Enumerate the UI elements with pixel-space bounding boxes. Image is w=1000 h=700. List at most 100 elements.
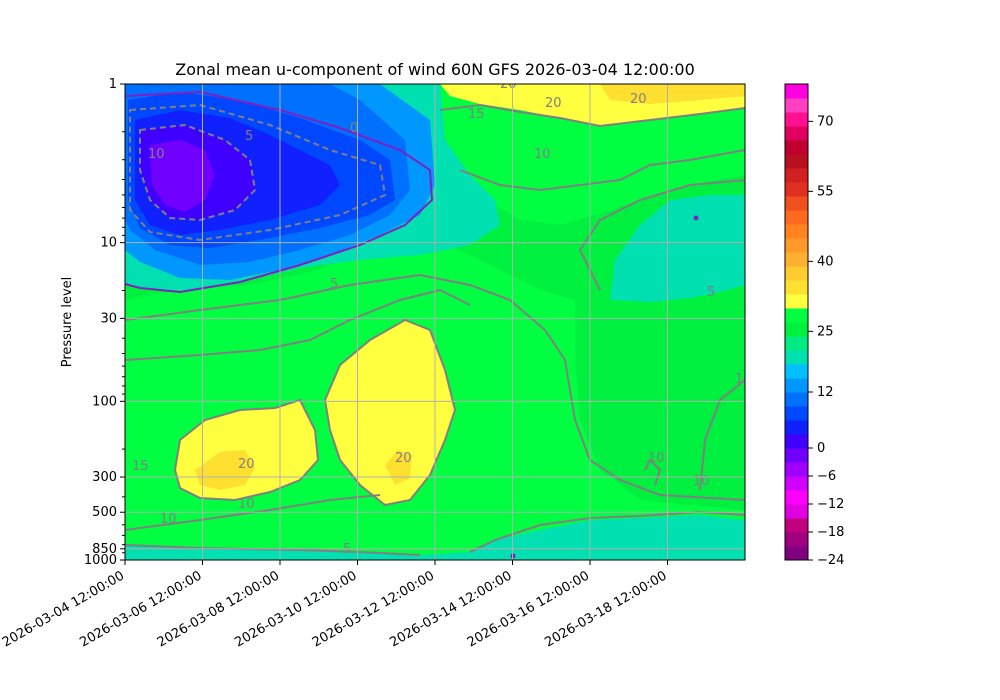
colorbar-swatch: [785, 112, 808, 127]
contour-label: 10: [238, 497, 255, 512]
colorbar-swatch: [785, 280, 808, 295]
region-orange-left: [195, 450, 255, 490]
contour-line: [459, 149, 745, 192]
colorbar-swatch: [785, 252, 808, 267]
colorbar-swatch: [785, 448, 808, 463]
contour-label: 10: [148, 147, 165, 162]
y-tick-label: 30: [100, 311, 117, 326]
y-tick-label: 10: [100, 236, 117, 251]
contour-lines: [125, 103, 745, 556]
y-tick-label: 500: [92, 505, 117, 520]
contour-label: 5: [343, 542, 351, 557]
colorbar-tick-label: 25: [817, 324, 834, 339]
y-tick-label: 1000: [84, 553, 117, 568]
chart-title: Zonal mean u-component of wind 60N GFS 2…: [175, 60, 695, 79]
colorbar-swatch: [785, 182, 808, 197]
colorbar-swatch: [785, 224, 808, 239]
colorbar-tick-label: 55: [817, 184, 834, 199]
contour-line: [439, 103, 745, 128]
contour-line: [125, 494, 381, 531]
region-neg-violet: [150, 140, 215, 212]
y-axis-label: Pressure level: [60, 277, 75, 368]
colorbar-swatch: [785, 364, 808, 379]
colorbar-swatch: [785, 210, 808, 225]
y-tick-label: 300: [92, 470, 117, 485]
contour-label: 10: [693, 474, 710, 489]
colorbar-swatch: [785, 238, 808, 253]
y-tick-label: 850: [92, 542, 117, 557]
colorbar-swatch: [785, 322, 808, 337]
colorbar-swatch: [785, 406, 808, 421]
colorbar-swatch: [785, 392, 808, 407]
contour-label: 10: [534, 147, 551, 162]
colorbar-swatch: [785, 196, 808, 211]
contour-line: [125, 288, 471, 361]
colorbar-swatch: [785, 518, 808, 533]
contour-line: [125, 544, 421, 556]
colorbar-swatch: [785, 336, 808, 351]
contour-label: 5: [330, 277, 338, 292]
contour-label: 5: [707, 285, 715, 300]
contour-label: 20: [500, 77, 517, 92]
contour-label: 20: [630, 92, 647, 107]
colorbar-tick-label: 12: [817, 385, 834, 400]
contour-label: 10: [160, 512, 177, 527]
x-tick-label: 2026-03-04 12:00:00: [0, 568, 127, 650]
contour-line: [578, 179, 745, 291]
grid-lines: [125, 84, 745, 560]
colorbar-tick-label: −24: [817, 553, 844, 568]
colorbar-swatch: [785, 504, 808, 519]
colorbar-tick-label: −18: [817, 525, 844, 540]
contour-label: 0: [350, 121, 358, 136]
contour-label: 15: [468, 107, 485, 122]
colorbar-swatch: [785, 476, 808, 491]
colorbar-swatch: [785, 490, 808, 505]
colorbar-swatch: [785, 350, 808, 365]
region-orange-center: [385, 450, 412, 485]
colorbar-tick-label: −12: [817, 497, 844, 512]
colorbar-swatch: [785, 532, 808, 547]
colorbar-swatch: [785, 266, 808, 281]
colorbar-swatch: [785, 126, 808, 141]
contour-line: [699, 379, 745, 491]
contour-label: 20: [395, 451, 412, 466]
contour-line: [323, 318, 457, 507]
colorbar: −24 −18 −12 −6 0 12 25 40 55 70: [784, 83, 844, 568]
contour-label: 5: [245, 129, 253, 144]
zero-contour: [125, 90, 434, 294]
contour-line: [129, 103, 387, 242]
contour-label: 20: [238, 457, 255, 472]
region-upper-green: [440, 84, 745, 225]
colorbar-swatch: [785, 154, 808, 169]
contour-label: 15: [132, 459, 149, 474]
contour-label: 10: [648, 451, 665, 466]
colorbar-tick-label: 40: [817, 254, 834, 269]
colorbar-swatch: [785, 294, 808, 309]
colorbar-tick-label: −6: [817, 469, 836, 484]
colorbar-tick-label: 0: [817, 441, 825, 456]
colorbar-swatch: [785, 84, 808, 99]
colorbar-swatch: [785, 140, 808, 155]
region-top-orange: [600, 84, 745, 104]
colorbar-swatch: [785, 420, 808, 435]
colorbar-swatch: [785, 378, 808, 393]
zero-contour-dot: [693, 215, 699, 221]
colorbar-swatch: [785, 546, 808, 561]
y-tick-label: 1: [109, 77, 117, 92]
colorbar-swatch: [785, 98, 808, 113]
y-tick-label: 100: [92, 394, 117, 409]
colorbar-swatch: [785, 168, 808, 183]
contour-line: [173, 398, 320, 502]
contour-label: 20: [545, 96, 562, 111]
colorbar-swatch: [785, 462, 808, 477]
colorbar-swatch: [785, 434, 808, 449]
contour-label: 10: [735, 372, 752, 387]
contour-line: [139, 123, 257, 222]
colorbar-swatch: [785, 308, 808, 323]
colorbar-tick-label: 70: [817, 114, 834, 129]
region-right-teal: [610, 195, 745, 302]
colorbar-frame: [784, 83, 809, 561]
